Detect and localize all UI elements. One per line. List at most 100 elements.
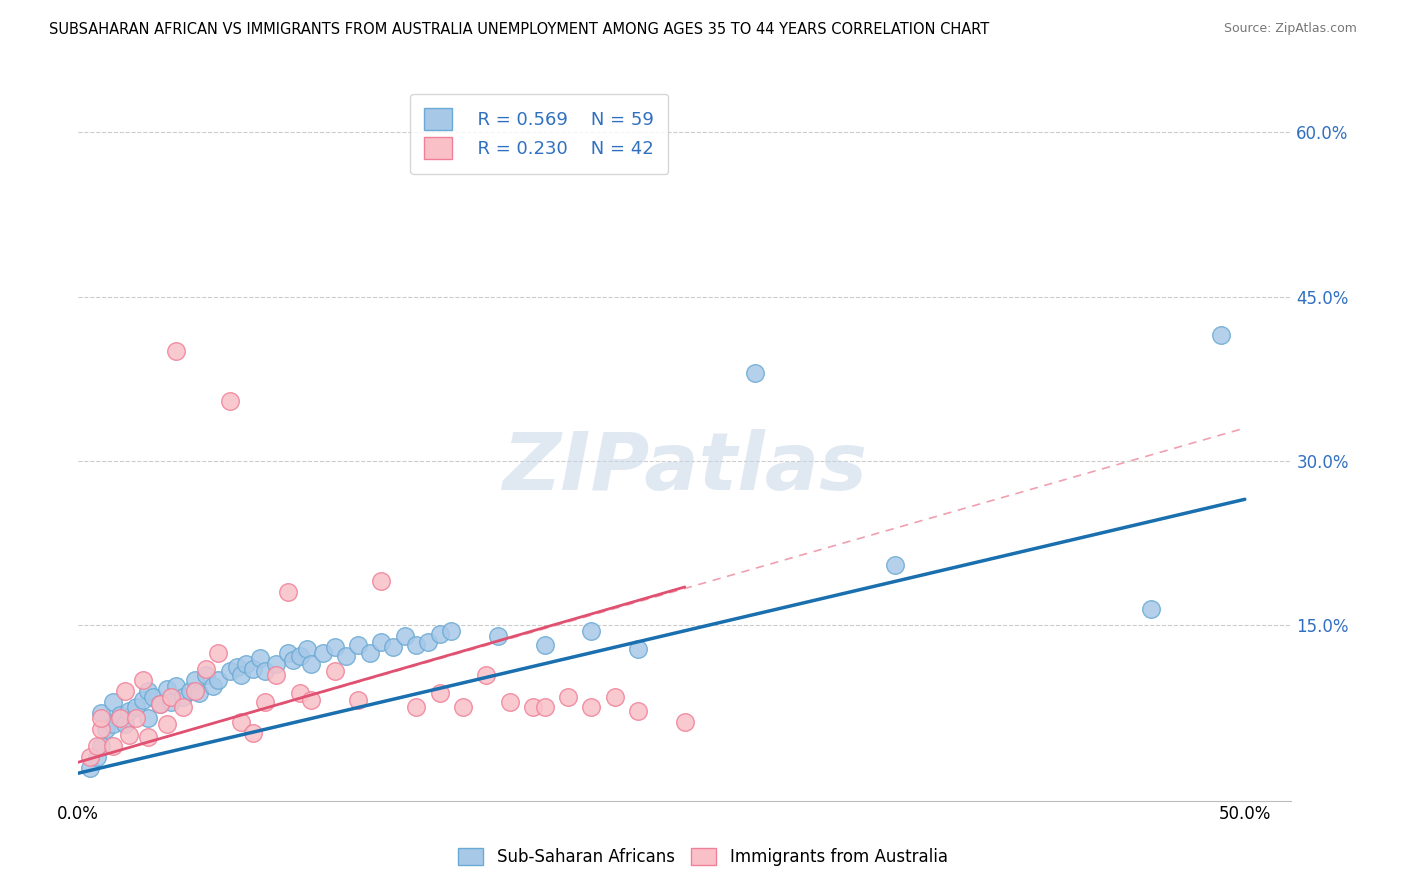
Point (266, 657, 288, 671)
Point (172, 690, 194, 704)
Point (1140, 602, 1163, 616)
Legend: Sub-Saharan Africans, Immigrants from Australia: Sub-Saharan Africans, Immigrants from Au… (450, 840, 956, 875)
Point (136, 684, 159, 698)
Point (136, 711, 159, 725)
Point (627, 642, 650, 657)
Point (202, 679, 225, 693)
Point (90, 739, 112, 753)
Point (132, 693, 155, 707)
Point (277, 646, 299, 660)
Point (101, 739, 124, 753)
Point (125, 700, 148, 714)
Point (218, 393, 240, 408)
Point (522, 700, 544, 714)
Point (603, 690, 626, 704)
Point (673, 714, 696, 729)
Point (323, 640, 346, 655)
Point (1211, 327, 1233, 342)
Point (883, 558, 905, 572)
Point (184, 684, 207, 698)
Point (90, 723, 112, 737)
Point (405, 700, 427, 714)
Point (301, 693, 323, 707)
Text: Source: ZipAtlas.com: Source: ZipAtlas.com (1223, 22, 1357, 36)
Text: ZIPatlas: ZIPatlas (502, 429, 868, 507)
Point (288, 648, 311, 663)
Point (108, 708, 131, 723)
Point (370, 634, 392, 648)
Point (370, 574, 392, 589)
Point (156, 681, 179, 696)
Point (312, 646, 335, 660)
Point (475, 667, 498, 681)
Point (347, 638, 370, 652)
Point (101, 717, 124, 731)
Point (165, 344, 187, 359)
Point (499, 695, 522, 709)
Point (125, 711, 148, 725)
Point (149, 697, 172, 711)
Point (347, 693, 370, 707)
Point (281, 653, 304, 667)
Point (90, 711, 112, 725)
Point (86, 749, 108, 764)
Point (207, 646, 229, 660)
Point (94, 723, 117, 737)
Point (172, 700, 194, 714)
Point (359, 646, 381, 660)
Point (132, 673, 155, 687)
Point (160, 695, 183, 709)
Point (486, 629, 509, 643)
Point (242, 725, 264, 739)
Point (557, 690, 579, 704)
Point (79, 761, 101, 775)
Point (118, 728, 141, 742)
Point (323, 665, 346, 679)
Point (249, 651, 271, 665)
Point (429, 627, 451, 641)
Point (429, 686, 451, 700)
Point (744, 366, 766, 380)
Point (301, 657, 323, 671)
Point (114, 717, 136, 731)
Point (79, 749, 101, 764)
Point (136, 730, 159, 744)
Legend:   R = 0.569    N = 59,   R = 0.230    N = 42: R = 0.569 N = 59, R = 0.230 N = 42 (411, 94, 668, 174)
Point (160, 690, 183, 704)
Point (195, 667, 218, 681)
Point (440, 624, 463, 638)
Point (156, 717, 179, 731)
Point (405, 638, 427, 652)
Point (581, 624, 603, 638)
Point (188, 686, 211, 700)
Point (195, 662, 218, 676)
Point (266, 667, 288, 681)
Point (165, 679, 187, 693)
Point (451, 700, 474, 714)
Point (581, 700, 603, 714)
Point (118, 704, 141, 718)
Point (231, 667, 253, 681)
Point (207, 673, 229, 687)
Point (288, 686, 311, 700)
Point (101, 695, 124, 709)
Point (295, 642, 318, 657)
Point (90, 706, 112, 720)
Point (253, 695, 276, 709)
Point (235, 657, 257, 671)
Point (184, 673, 207, 687)
Point (277, 585, 299, 599)
Point (179, 684, 201, 698)
Point (114, 684, 136, 698)
Point (242, 662, 264, 676)
Point (149, 697, 172, 711)
Point (225, 660, 247, 674)
Point (533, 700, 555, 714)
Point (231, 714, 253, 729)
Point (627, 704, 650, 718)
Point (394, 629, 416, 643)
Text: SUBSAHARAN AFRICAN VS IMMIGRANTS FROM AUSTRALIA UNEMPLOYMENT AMONG AGES 35 TO 44: SUBSAHARAN AFRICAN VS IMMIGRANTS FROM AU… (49, 22, 990, 37)
Point (253, 665, 276, 679)
Point (382, 640, 405, 655)
Point (86, 739, 108, 753)
